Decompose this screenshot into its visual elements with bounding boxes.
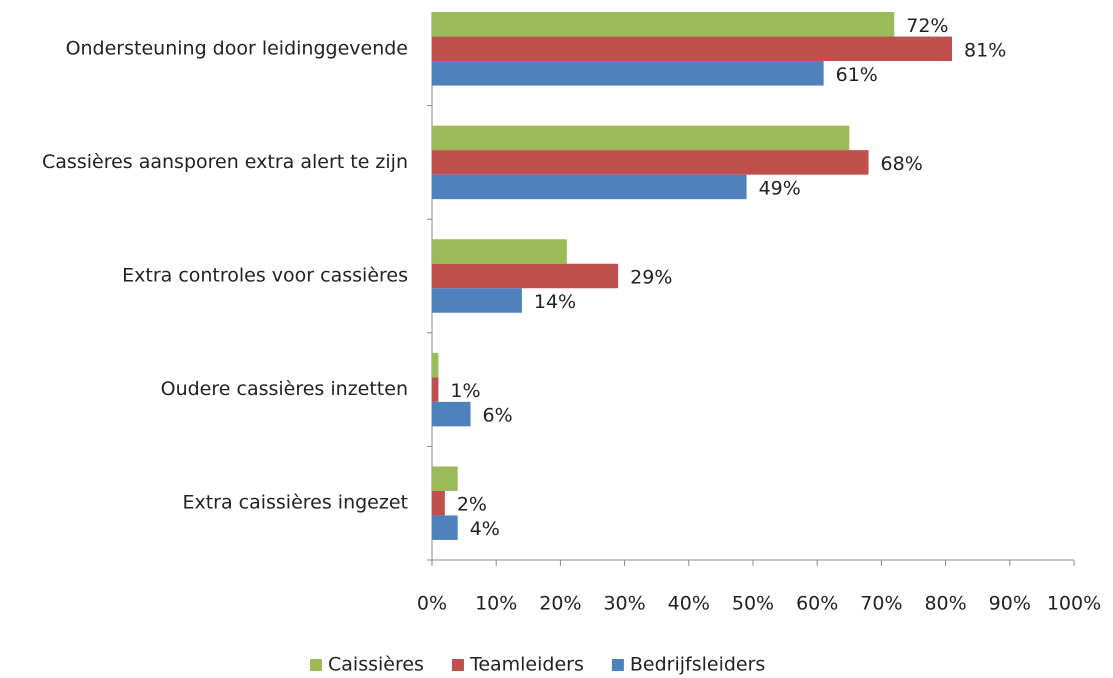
bar — [432, 125, 850, 151]
bar — [432, 515, 458, 540]
bar — [432, 150, 869, 175]
data-label: 14% — [534, 291, 576, 313]
x-tick-label: 100% — [1047, 593, 1101, 615]
legend-label: Teamleiders — [469, 654, 584, 676]
category-label: Extra caissières ingezet — [182, 492, 408, 514]
legend-label: Bedrijfsleiders — [630, 654, 765, 676]
legend-swatch — [310, 659, 322, 671]
legend-label: Caissières — [328, 654, 424, 676]
bar — [432, 490, 445, 516]
data-label: 49% — [759, 177, 801, 199]
legend-swatch — [611, 659, 624, 671]
data-label: 72% — [906, 15, 948, 37]
bar — [432, 239, 567, 264]
category-label: Cassières aansporen extra alert te zijn — [42, 151, 408, 173]
data-label: 68% — [881, 153, 923, 175]
bar — [432, 401, 471, 427]
data-label: 61% — [836, 64, 878, 86]
data-label: 29% — [630, 267, 672, 289]
x-tick-label: 50% — [732, 593, 774, 615]
data-label: 4% — [470, 518, 500, 540]
data-label: 81% — [964, 39, 1006, 61]
data-label: 2% — [457, 494, 487, 516]
data-label: 1% — [450, 380, 480, 402]
bar — [432, 263, 619, 289]
bar — [432, 288, 522, 313]
x-tick-label: 90% — [989, 593, 1031, 615]
legend-swatch — [451, 659, 464, 671]
x-tick-label: 40% — [668, 593, 710, 615]
x-tick-label: 10% — [475, 593, 517, 615]
bar — [432, 352, 439, 378]
bar — [432, 61, 824, 86]
x-tick-label: 70% — [860, 593, 902, 615]
data-label: 6% — [483, 405, 513, 427]
bar — [432, 36, 953, 62]
bar — [432, 466, 458, 491]
bar — [432, 12, 895, 37]
bar — [432, 174, 747, 200]
category-label: Extra controles voor cassières — [122, 265, 408, 287]
x-tick-label: 80% — [924, 593, 966, 615]
x-tick-label: 20% — [539, 593, 581, 615]
category-label: Oudere cassières inzetten — [161, 378, 408, 400]
x-tick-label: 30% — [603, 593, 645, 615]
x-tick-label: 60% — [796, 593, 838, 615]
bar — [432, 377, 439, 402]
x-tick-label: 0% — [417, 593, 447, 615]
category-label: Ondersteuning door leidinggevende — [66, 37, 408, 59]
